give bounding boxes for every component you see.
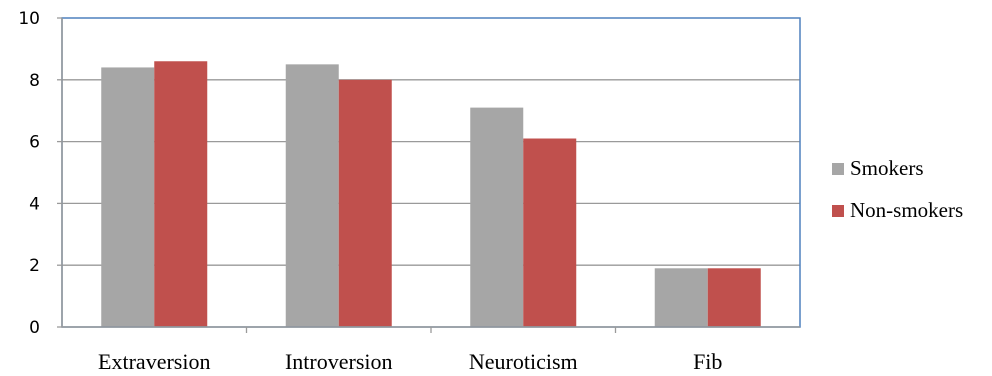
x-axis-tick-labels: Extraversion Introversion Neuroticism Fib [98, 349, 722, 374]
axes [57, 17, 800, 333]
y-tick-label: 2 [29, 256, 40, 276]
y-tick-label: 0 [29, 318, 40, 338]
y-tick-label: 8 [29, 71, 40, 91]
x-tick-label: Introversion [285, 349, 393, 374]
bar-smokers-fib [654, 268, 708, 327]
bar-non-smokers-introversion [338, 79, 392, 327]
x-tick-label: Fib [693, 349, 722, 374]
legend-label: Non-smokers [850, 198, 963, 222]
legend-swatch [832, 205, 844, 217]
bar-non-smokers-neuroticism [523, 138, 577, 327]
y-tick-label: 4 [29, 194, 40, 214]
x-tick-label: Neuroticism [469, 349, 578, 374]
bar-non-smokers-extraversion [154, 61, 208, 327]
y-tick-label: 6 [29, 133, 40, 153]
bar-smokers-introversion [285, 64, 339, 327]
legend-swatch [832, 163, 844, 175]
x-tick-label: Extraversion [98, 349, 210, 374]
y-tick-label: 10 [18, 9, 40, 29]
legend-label: Smokers [850, 156, 924, 180]
legend: Smokers Non-smokers [832, 156, 963, 222]
bar-smokers-extraversion [101, 67, 155, 327]
bars [101, 61, 761, 327]
bar-non-smokers-fib [707, 268, 761, 327]
y-axis-tick-labels: 0 2 4 6 8 10 [18, 9, 40, 338]
bar-smokers-neuroticism [470, 107, 524, 327]
